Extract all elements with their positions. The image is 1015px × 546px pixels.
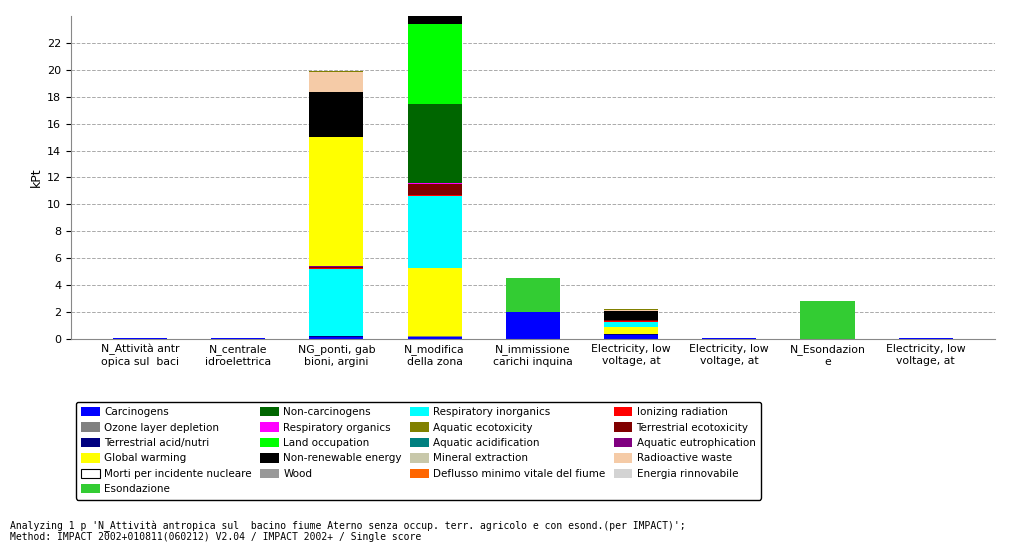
Bar [408, 0, 462, 23]
Bar [310, 72, 363, 92]
Bar [408, 269, 462, 336]
Text: Analyzing 1 p 'N_Attività antropica sul  bacino fiume Aterno senza occup. terr. : Analyzing 1 p 'N_Attività antropica sul … [10, 521, 686, 532]
Bar [408, 196, 462, 269]
Text: Method: IMPACT 2002+010811(060212) V2.04 / IMPACT 2002+ / Single score: Method: IMPACT 2002+010811(060212) V2.04… [10, 532, 421, 542]
Bar [408, 184, 462, 195]
Y-axis label: kPt: kPt [29, 168, 43, 187]
Bar [310, 336, 363, 337]
Bar [604, 310, 658, 311]
Bar [408, 195, 462, 196]
Bar [604, 321, 658, 322]
Bar [310, 269, 363, 336]
Bar [408, 336, 462, 339]
Bar [604, 311, 658, 320]
Bar [604, 335, 658, 339]
Bar [408, 23, 462, 104]
Bar [505, 278, 560, 312]
Bar [310, 137, 363, 266]
Legend: Carcinogens, Ozone layer depletion, Terrestrial acid/nutri, Global warming, Mort: Carcinogens, Ozone layer depletion, Terr… [76, 402, 760, 500]
Bar [310, 266, 363, 268]
Bar [310, 92, 363, 137]
Bar [310, 337, 363, 339]
Bar [310, 268, 363, 269]
Bar [505, 312, 560, 339]
Bar [408, 104, 462, 183]
Bar [604, 322, 658, 327]
Bar [604, 327, 658, 334]
Bar [801, 301, 855, 339]
